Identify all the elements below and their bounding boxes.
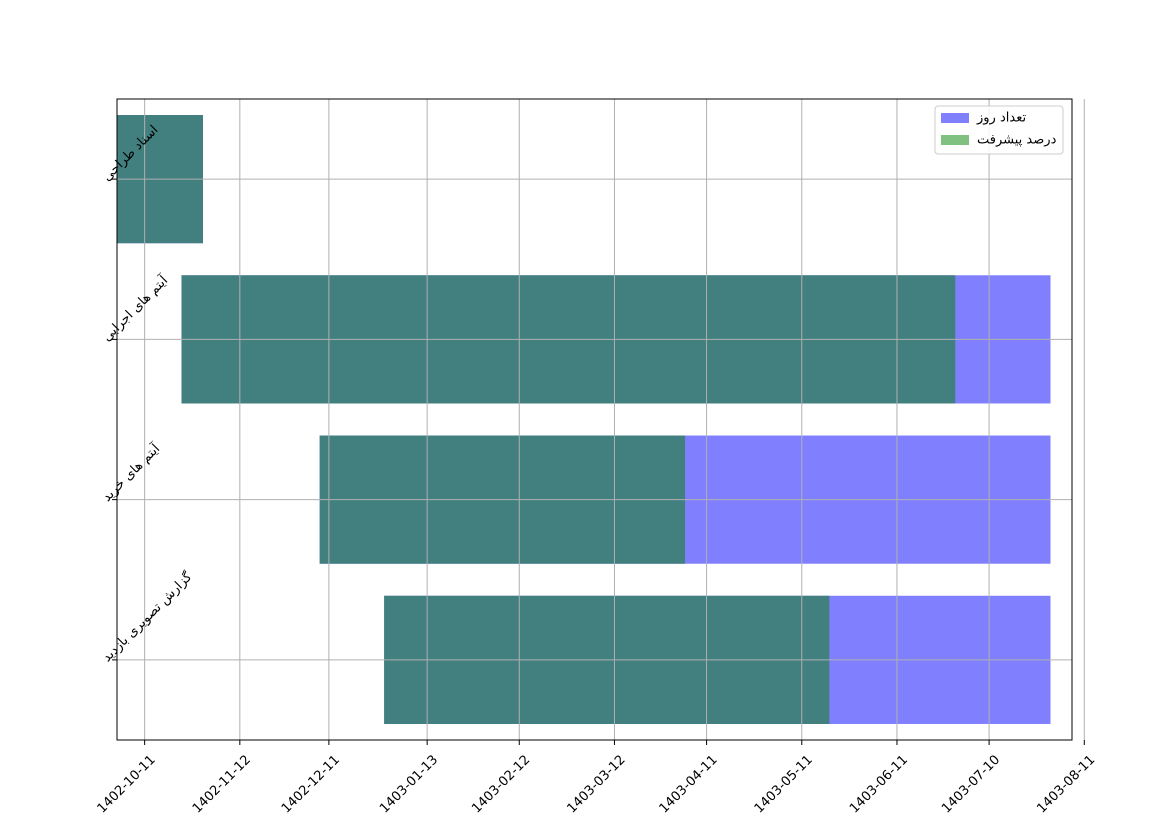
progress-legend-label: درصد پیشرفت bbox=[977, 133, 1057, 148]
x-tick-label: 1403-04-11 bbox=[657, 752, 721, 816]
y-tick-label: آیتم های خرید bbox=[98, 439, 164, 505]
duration-legend-label: تعداد روز bbox=[976, 111, 1026, 126]
progress-legend-swatch bbox=[941, 135, 969, 145]
x-tick-label: 1403-03-12 bbox=[564, 752, 628, 816]
x-tick-label: 1402-11-12 bbox=[190, 752, 254, 816]
x-tick-label: 1403-01-13 bbox=[377, 752, 441, 816]
x-tick-label: 1403-08-11 bbox=[1034, 752, 1098, 816]
x-tick-label: 1402-10-11 bbox=[95, 752, 159, 816]
x-tick-label: 1403-02-12 bbox=[469, 752, 533, 816]
grid-layer bbox=[117, 99, 1085, 740]
x-tick-label: 1403-05-11 bbox=[752, 752, 816, 816]
legend: تعداد روز درصد پیشرفت bbox=[934, 105, 1064, 155]
x-tick-label: 1403-06-11 bbox=[847, 752, 911, 816]
y-tick-label: گزارش تصویری بازدید bbox=[99, 568, 196, 665]
x-tick-label: 1403-07-10 bbox=[939, 752, 1003, 816]
plot-frame bbox=[116, 98, 1073, 741]
x-tick-label: 1402-12-11 bbox=[279, 752, 343, 816]
y-tick-label: آیتم های اجرایی bbox=[98, 271, 172, 345]
bar-layer bbox=[117, 115, 1051, 724]
duration-legend-swatch bbox=[941, 113, 969, 123]
